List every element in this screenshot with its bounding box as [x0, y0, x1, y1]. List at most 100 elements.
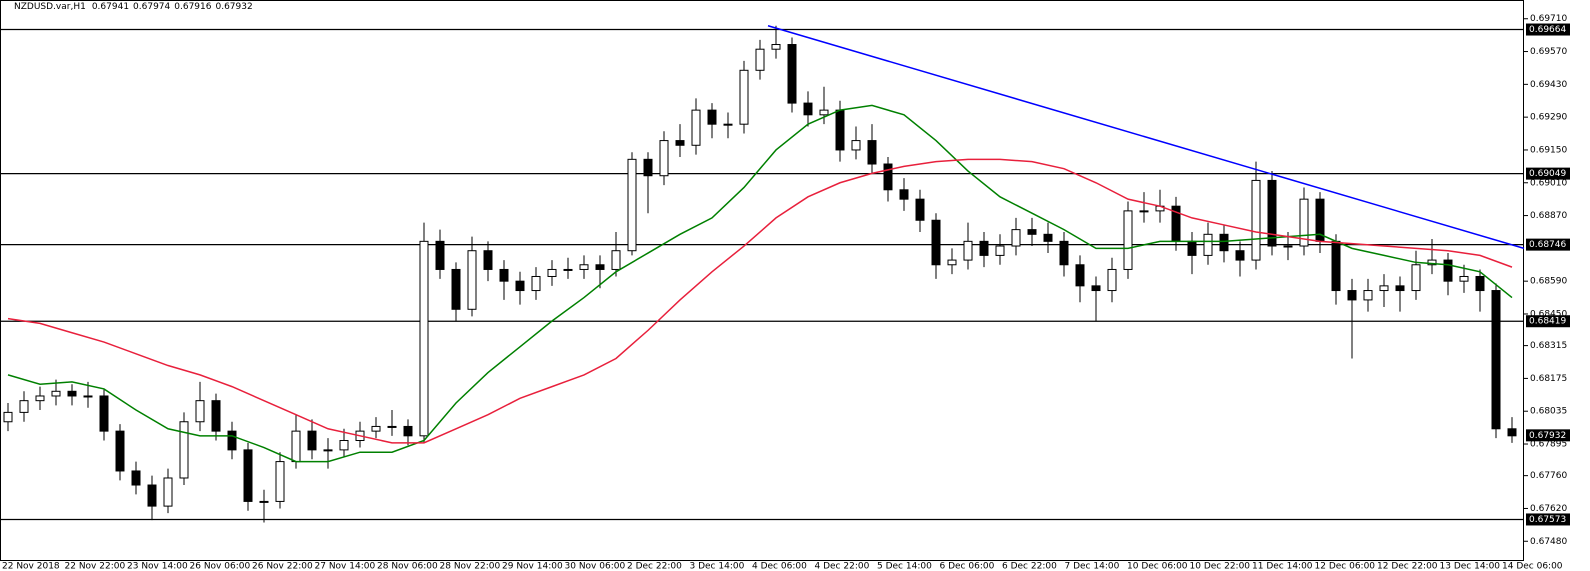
x-tick-label: 2 Dec 22:00 [627, 562, 682, 571]
y-tick-label: 0.68035 [1530, 407, 1567, 417]
candle-body [691, 109, 701, 146]
candle-body [819, 109, 829, 116]
candle-body [771, 44, 781, 50]
candle-body [1091, 285, 1101, 292]
candle-body [1235, 250, 1245, 261]
y-tick-label: 0.68315 [1530, 341, 1567, 351]
candle-body [1427, 259, 1437, 266]
candle-body [1283, 245, 1293, 248]
candle-body [931, 219, 941, 266]
candle-body [883, 163, 893, 191]
level-label: 0.68419 [1529, 317, 1566, 327]
y-tick-label: 0.67895 [1530, 440, 1567, 450]
candle-body [275, 461, 285, 502]
candle-body [163, 477, 173, 507]
candle-body [547, 268, 557, 277]
candle-body [307, 430, 317, 451]
candle-body [1187, 240, 1197, 256]
candle-body [659, 140, 669, 177]
candle-body [339, 440, 349, 451]
candle-body [1411, 264, 1421, 292]
x-tick-label: 12 Dec 06:00 [1315, 562, 1376, 571]
candle-body [1395, 285, 1405, 292]
candle-body [1139, 210, 1149, 213]
y-tick-label: 0.67760 [1530, 471, 1567, 481]
header-open: 0.67941 [92, 2, 129, 12]
candle-body [435, 240, 445, 270]
x-tick-label: 23 Nov 14:00 [127, 562, 188, 571]
candle-body [147, 484, 157, 507]
y-tick-label: 0.68450 [1530, 309, 1567, 319]
candle-body [915, 198, 925, 221]
y-tick-label: 0.69290 [1530, 113, 1567, 123]
candle-body [1123, 210, 1133, 270]
level-label: 0.67573 [1529, 515, 1566, 525]
candle-body [419, 240, 429, 437]
candle-body [1363, 290, 1373, 301]
candle-body [963, 240, 973, 261]
candle-body [595, 264, 605, 270]
candle-body [467, 250, 477, 310]
candle-body [3, 411, 13, 423]
candle-body [1219, 233, 1229, 252]
plot-frame [0, 0, 1524, 561]
level-label-bg [1526, 315, 1570, 328]
candle-body [1475, 275, 1485, 292]
candle-body [867, 140, 877, 165]
header-low: 0.67916 [174, 2, 211, 12]
x-tick-label: 10 Dec 06:00 [1127, 562, 1188, 571]
candle-body [243, 449, 253, 502]
header-high: 0.67974 [133, 2, 170, 12]
candle-body [1251, 179, 1261, 261]
candle-body [707, 109, 717, 125]
level-label-bg [1526, 167, 1570, 180]
header-close: 0.67932 [215, 2, 252, 12]
candle-body [211, 400, 221, 432]
candle-body [323, 449, 333, 452]
candle-body [51, 390, 61, 397]
price-label-bg [1526, 429, 1570, 442]
y-tick-label: 0.67620 [1530, 504, 1567, 514]
candle-body [99, 395, 109, 432]
candle-body [227, 430, 237, 451]
level-label: 0.68746 [1529, 240, 1566, 250]
moving-average [7, 158, 1513, 444]
candle-body [1203, 233, 1213, 256]
level-label-bg [1526, 238, 1570, 251]
candle-body [1043, 233, 1053, 242]
candle-body [675, 140, 685, 146]
candle-body [1107, 268, 1117, 292]
candle-body [1379, 285, 1389, 292]
candle-body [611, 250, 621, 270]
candle-body [371, 425, 381, 432]
candle-body [1491, 290, 1501, 430]
candle-body [67, 390, 77, 397]
candle-body [755, 48, 765, 71]
x-tick-label: 11 Dec 14:00 [1252, 562, 1313, 571]
candle-body [851, 140, 861, 151]
y-tick-label: 0.69710 [1530, 14, 1567, 24]
x-tick-label: 7 Dec 14:00 [1065, 562, 1120, 571]
candle-body [1459, 275, 1469, 282]
candle-body [579, 264, 589, 270]
x-tick-label: 3 Dec 14:00 [690, 562, 745, 571]
y-tick-label: 0.68175 [1530, 374, 1567, 384]
candle-body [499, 268, 509, 282]
candle-body [1299, 198, 1309, 247]
candle-body [739, 69, 749, 125]
candle-body [195, 400, 205, 423]
y-tick-label: 0.69430 [1530, 80, 1567, 90]
candle-body [627, 158, 637, 252]
x-tick-label: 4 Dec 22:00 [815, 562, 870, 571]
y-tick-label: 0.68590 [1530, 277, 1567, 287]
y-tick-label: 0.67480 [1530, 537, 1567, 547]
candle-body [1027, 229, 1037, 235]
x-tick-label: 6 Dec 06:00 [940, 562, 995, 571]
candle-body [1507, 428, 1517, 437]
moving-average [7, 104, 1513, 463]
candle-body [995, 245, 1005, 256]
trendline [767, 25, 1525, 250]
y-tick-label: 0.69150 [1530, 145, 1567, 155]
symbol: NZDUSD.var,H1 [14, 2, 86, 12]
level-label-bg [1526, 513, 1570, 526]
